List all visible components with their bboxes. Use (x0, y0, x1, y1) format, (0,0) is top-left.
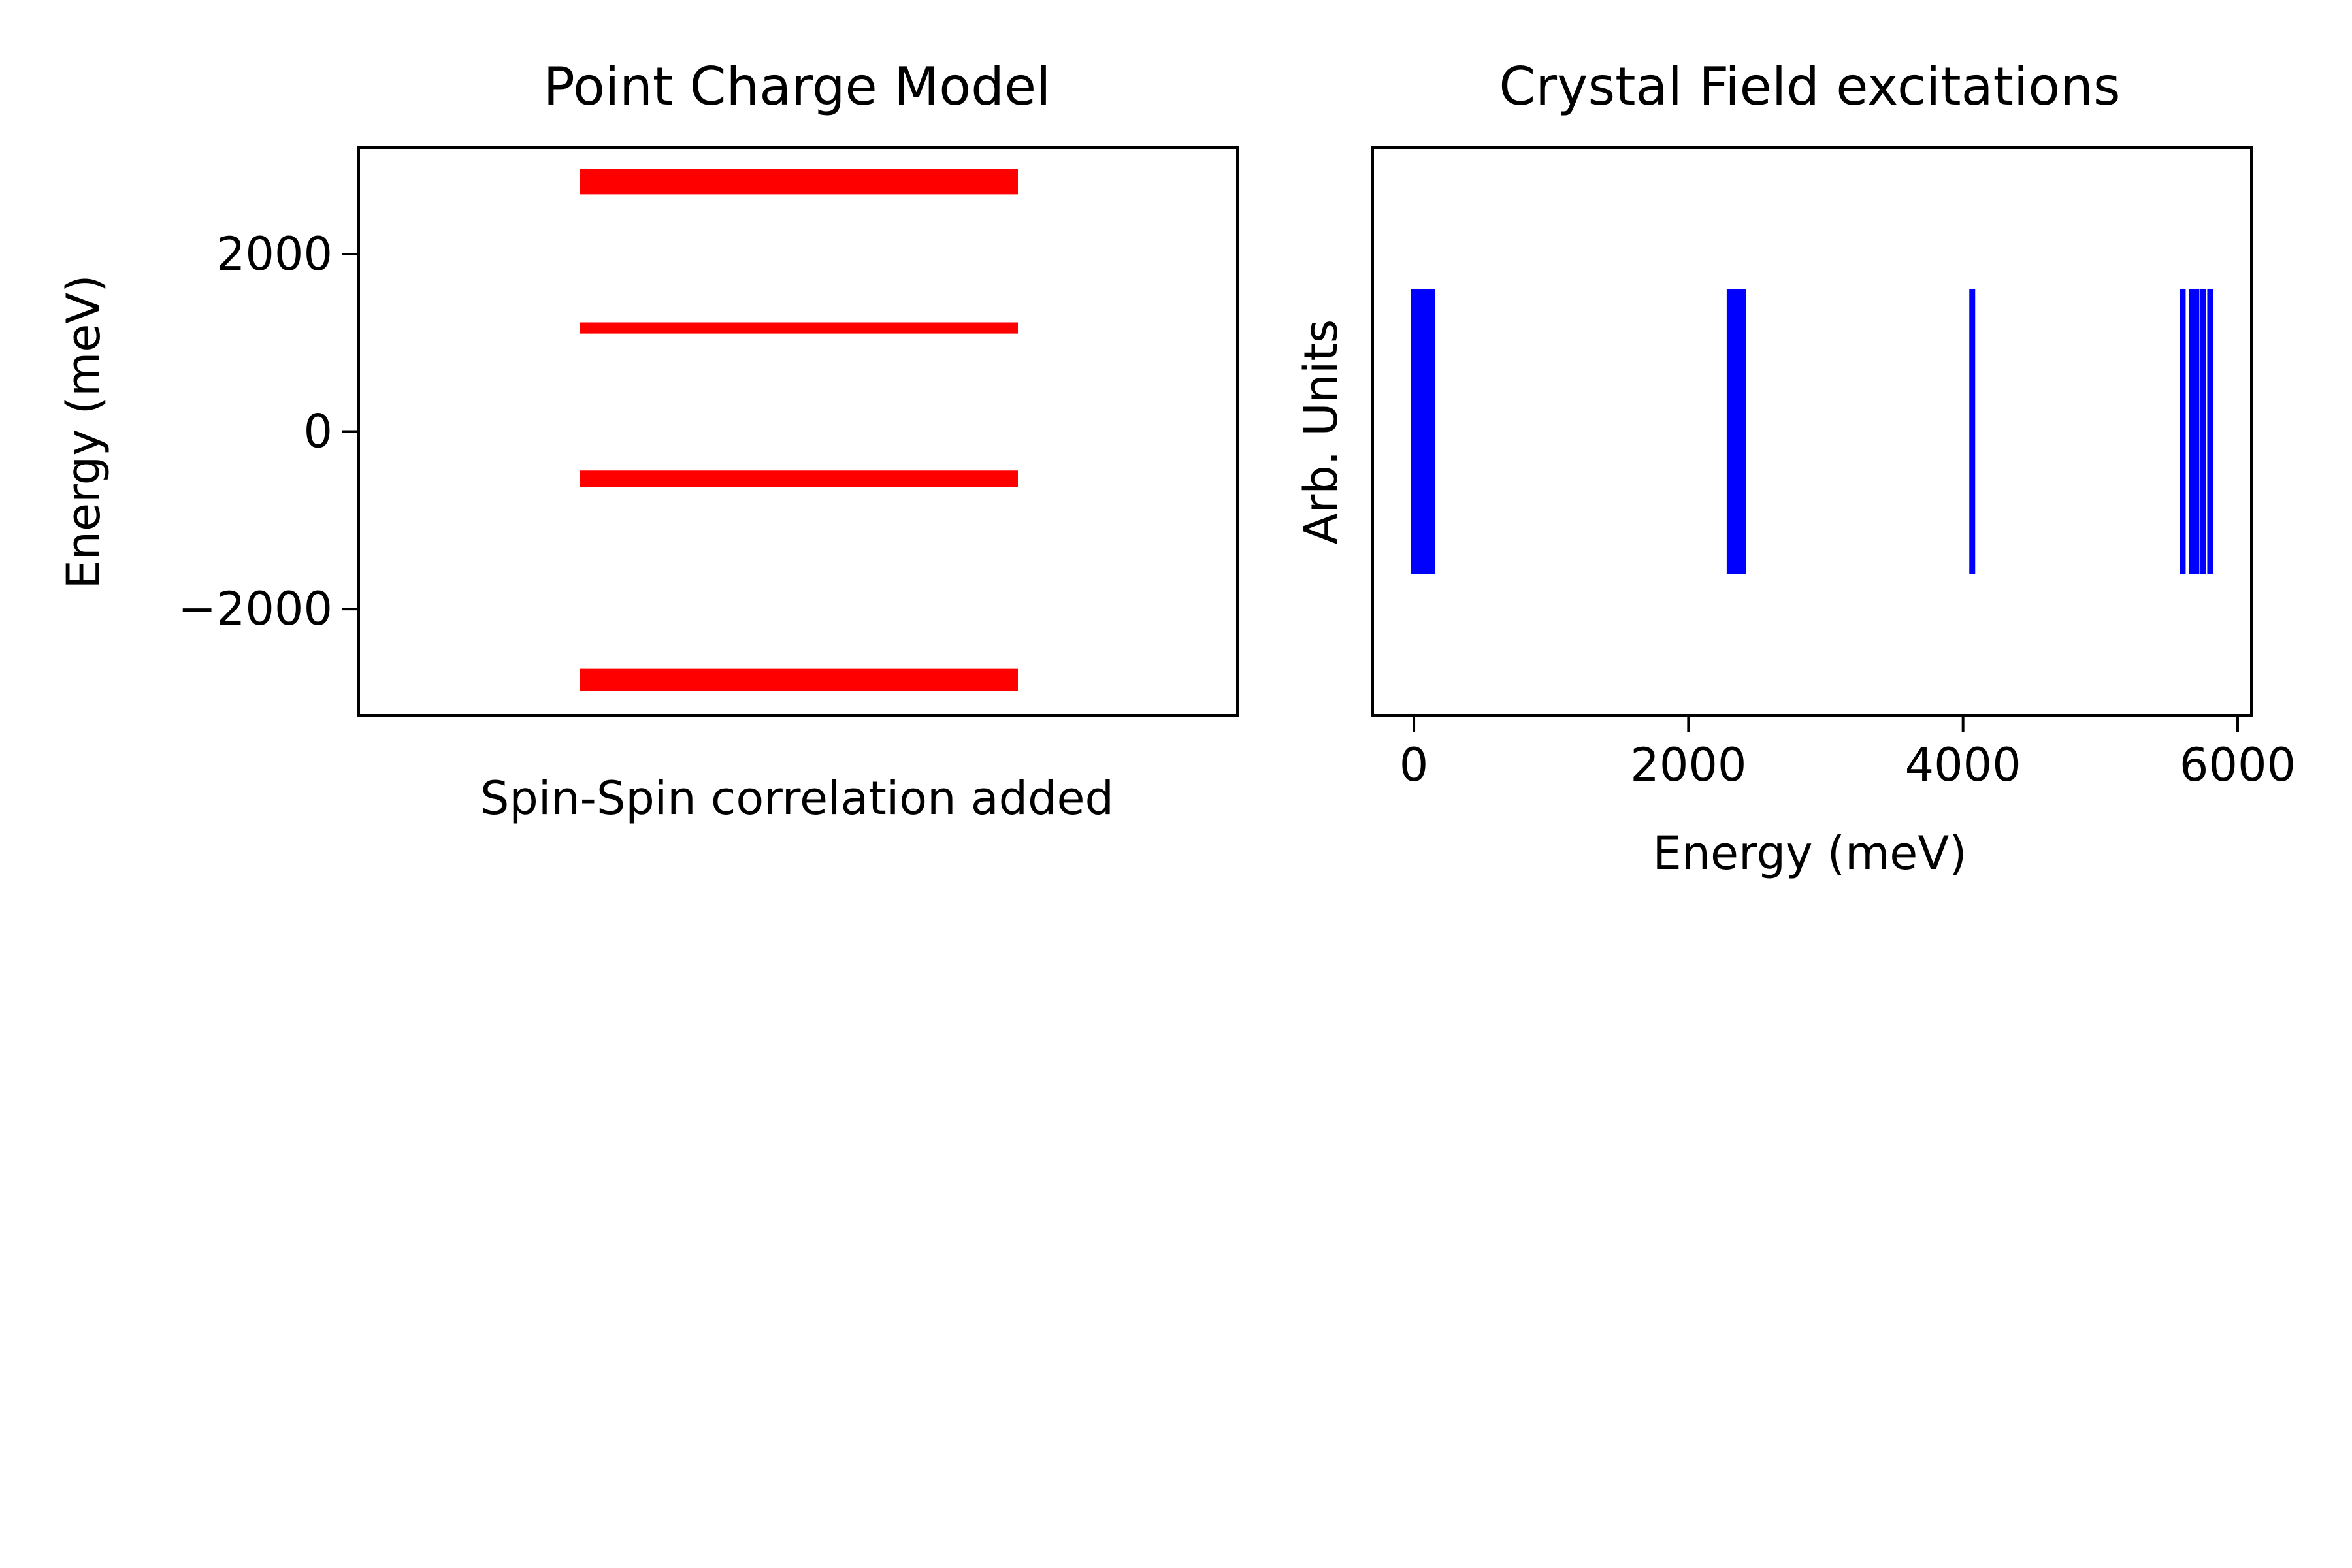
left-y-axis-label: Energy (meV) (57, 274, 110, 589)
left-y-ticks: −2000 0 2000 (178, 227, 359, 636)
right-chart-title: Crystal Field excitations (1499, 56, 2120, 117)
y-tick-label: 0 (303, 405, 333, 459)
right-excitation-marks (1411, 289, 2213, 574)
left-plot-frame (357, 146, 1239, 717)
x-tick-label: 2000 (1630, 738, 1746, 792)
right-x-axis-label: Energy (meV) (1652, 826, 1967, 880)
y-tick-label: 2000 (216, 227, 333, 281)
left-level-marks (580, 169, 1018, 691)
right-plot-frame (1371, 146, 2253, 717)
crystal-field-panel: Crystal Field excitations 0 2000 4000 6000 … (1294, 56, 2296, 880)
y-tick-label: −2000 (178, 582, 333, 636)
right-y-axis-label: Arb. Units (1294, 319, 1348, 545)
x-tick-label: 4000 (1905, 738, 2021, 792)
left-x-axis-label: Spin-Spin correlation added (480, 772, 1114, 825)
x-tick-label: 6000 (2180, 738, 2296, 792)
right-x-ticks: 0 2000 4000 6000 (1399, 715, 2296, 792)
x-tick-label: 0 (1399, 738, 1429, 792)
point-charge-panel: Point Charge Model −2000 0 2000 Spin-Spin … (57, 56, 1239, 825)
left-chart-title: Point Charge Model (544, 56, 1051, 117)
